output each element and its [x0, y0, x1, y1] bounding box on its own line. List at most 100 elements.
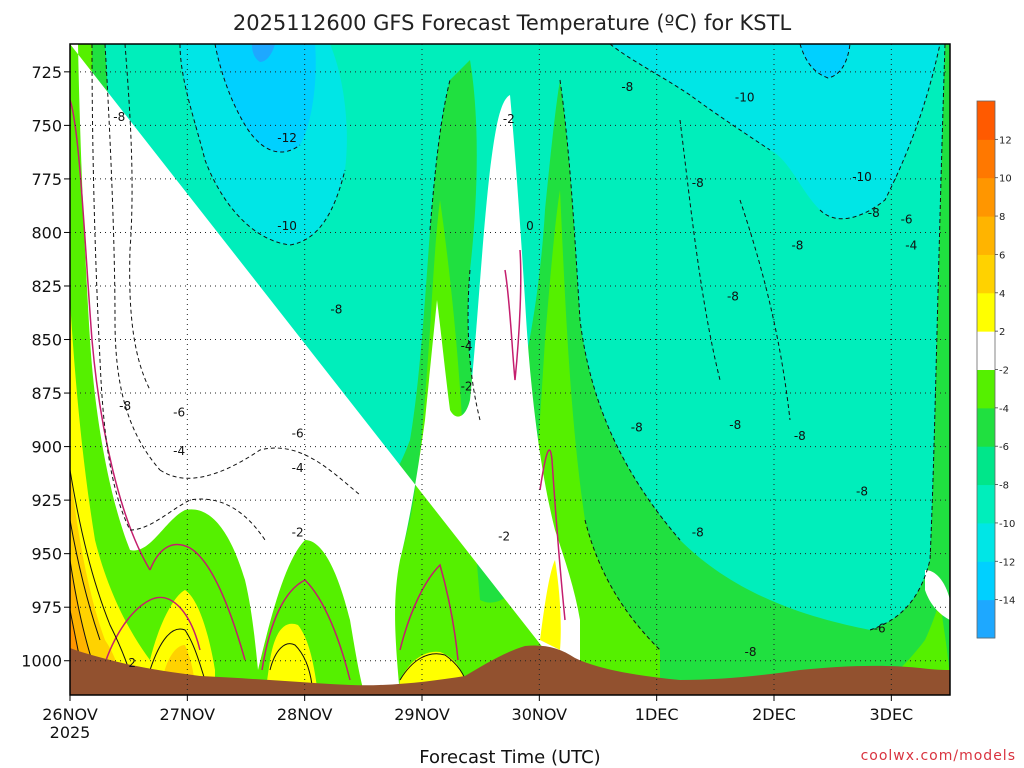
colorbar-label: 4 [999, 289, 1005, 300]
colorbar-label: -2 [999, 366, 1009, 377]
colorbar-swatch [977, 446, 995, 486]
contour-label: -4 [461, 339, 473, 353]
contour-label: -6 [292, 427, 304, 441]
contour-label: -2 [461, 380, 473, 394]
contour-label: -6 [874, 622, 886, 636]
y-tick-label: 925 [31, 491, 62, 510]
contour-label: -10 [852, 170, 872, 184]
contour-label: -8 [868, 206, 880, 220]
solid-contours [70, 469, 469, 689]
x-tick-year: 2025 [50, 723, 91, 742]
y-tick-label: 975 [31, 598, 62, 617]
y-tick-label: 900 [31, 438, 62, 457]
watermark: coolwx.com/models [861, 748, 1016, 764]
contour-label: 2 [128, 656, 136, 670]
contour-label: -8 [791, 238, 803, 252]
warm-contours [70, 99, 566, 681]
y-tick-label: 725 [31, 63, 62, 82]
contour-label: -8 [692, 176, 704, 190]
colorbar-swatch [977, 177, 995, 217]
contour-label: -8 [794, 429, 806, 443]
colorbar-swatch [977, 331, 995, 370]
x-axis: 26NOV 27NOV 28NOV 29NOV 30NOV 1DEC 2DEC 3DEC [42, 695, 913, 724]
grid [70, 44, 950, 695]
contour-label: -4 [292, 461, 304, 475]
colorbar-label: -8 [999, 481, 1009, 492]
contour-label: -8 [621, 80, 633, 94]
contour-label: -2 [498, 530, 510, 544]
x-tick-label: 27NOV [160, 705, 216, 724]
x-tick-label: 28NOV [277, 705, 333, 724]
region-minus12-right [800, 44, 850, 78]
y-tick-label: 825 [31, 277, 62, 296]
x-tick-label: 2DEC [752, 705, 796, 724]
colorbar-swatch [977, 561, 995, 601]
contour-label: -4 [905, 238, 917, 252]
contour-labels: -8 -12 -10 -8 -8 -6 -6 -4 -4 -2 2 -2 0 -4 -2 -2 -8 -10 -10… [113, 80, 917, 670]
colorbar-label: -4 [999, 404, 1009, 415]
x-tick-label: 29NOV [394, 705, 450, 724]
colorbar-swatch [977, 407, 995, 447]
region-plus4 [70, 470, 196, 695]
contour-label: -8 [330, 303, 342, 317]
contour-label: -10 [277, 219, 297, 233]
contour-label: -10 [735, 91, 755, 105]
region-minus4 [70, 44, 950, 695]
colorbar-swatch [977, 216, 995, 255]
colorbar-swatch [977, 101, 995, 140]
colorbar-label: -10 [999, 519, 1015, 530]
y-tick-label: 950 [31, 545, 62, 564]
terrain [70, 645, 950, 695]
contour-label: -2 [503, 112, 515, 126]
contour-label: -6 [173, 405, 185, 419]
contour-label: 0 [526, 219, 534, 233]
contour-label: -8 [692, 525, 704, 539]
region-zero [70, 44, 580, 695]
y-tick-label: 875 [31, 384, 62, 403]
region-zero-right [925, 570, 950, 620]
contour-label: -12 [277, 131, 297, 145]
x-tick-label: 26NOV [42, 705, 98, 724]
contour-label: -8 [631, 420, 643, 434]
y-tick-label: 775 [31, 170, 62, 189]
colorbar-label: -12 [999, 557, 1015, 568]
colorbar-swatch [977, 369, 995, 409]
chart-title: 2025112600 GFS Forecast Temperature (ºC)… [233, 11, 792, 35]
colorbar-label: 10 [999, 174, 1012, 185]
colorbar: -14 -12 -10 -8 -6 -4 -2 2 4 6 8 10 12 [976, 100, 1015, 639]
y-tick-label: 800 [31, 223, 62, 242]
y-tick-label: 750 [31, 116, 62, 135]
y-axis: 725 750 775 800 825 850 875 900 925 950 975 1000 [21, 63, 70, 671]
colorbar-swatch [977, 139, 995, 179]
contour-label: -8 [119, 399, 131, 413]
x-tick-label: 1DEC [635, 705, 679, 724]
x-tick-label: 30NOV [512, 705, 568, 724]
contour-label: -6 [901, 213, 913, 227]
y-tick-label: 850 [31, 331, 62, 350]
region-minus10-right [610, 44, 940, 219]
y-tick-label: 1000 [21, 652, 62, 671]
plot-frame [69, 43, 951, 696]
contour-label: -8 [745, 645, 757, 659]
contour-label: -8 [856, 485, 868, 499]
x-tick-label: 3DEC [869, 705, 913, 724]
colorbar-label: 2 [999, 327, 1005, 338]
colorbar-swatch [977, 292, 995, 332]
colorbar-label: -14 [999, 596, 1015, 607]
contour-label: -8 [113, 110, 125, 124]
contour-label: -2 [292, 525, 304, 539]
colorbar-label: -6 [999, 442, 1009, 453]
region-plus2 [70, 300, 561, 695]
colorbar-swatch [977, 484, 995, 524]
colorbar-label: 12 [999, 135, 1012, 146]
colorbar-swatch [977, 599, 995, 639]
contour-label: -8 [729, 418, 741, 432]
colorbar-swatch [977, 254, 995, 294]
dashed-contours [91, 44, 946, 651]
contour-label: -8 [727, 290, 739, 304]
x-axis-label: Forecast Time (UTC) [419, 747, 600, 768]
colorbar-label: 6 [999, 250, 1005, 261]
region-minus14-a [252, 44, 275, 62]
colorbar-label: 8 [999, 212, 1005, 223]
